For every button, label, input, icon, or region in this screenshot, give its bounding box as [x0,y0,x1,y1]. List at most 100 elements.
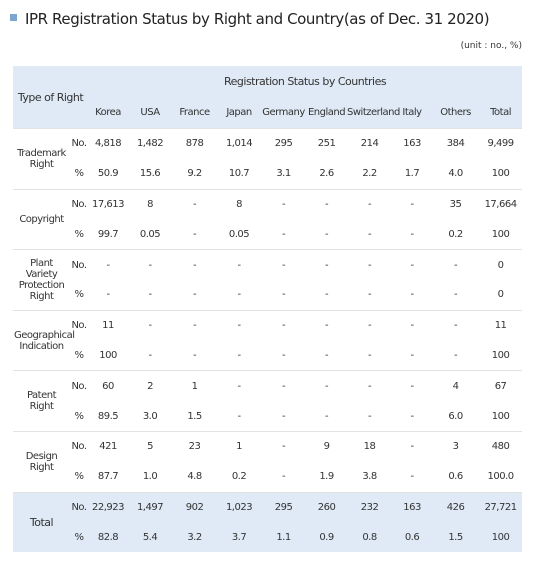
cell: 8 [128,188,173,220]
cell: 1,497 [128,491,173,523]
cell: 0.2 [231,471,247,483]
cell: - [217,249,262,280]
cell: - [367,410,372,422]
cell: - [261,188,307,220]
cell: 99.7 [97,228,119,240]
cell: 0 [479,249,523,280]
cell: 10.7 [228,168,250,180]
unit-cell: % [74,228,85,240]
unit-cell: No. [70,491,89,523]
cell: 0.6 [392,522,433,553]
cell: - [306,370,348,402]
cell: 9 [306,430,348,462]
cell: - [237,410,241,422]
table-row: Patent Right No. 60 2 1- - - - -4 67 [13,370,523,432]
cell: - [367,349,372,361]
title: IPR Registration Status by Right and Cou… [25,10,490,28]
cell: - [367,228,372,240]
table-row: % 87.7 1.0 4.8 0.2 - 1.9 3.8 - 0.6 100.0 [13,462,522,492]
cell: - [261,249,307,280]
cell: 3.7 [217,522,262,553]
cell: - [148,289,152,301]
cell: 0.9 [306,522,348,553]
cell: - [453,289,458,301]
cell: - [306,188,348,220]
cell: - [281,471,286,483]
cell: 251 [306,127,348,159]
cell: 50.9 [97,168,119,180]
cell: 1.5 [187,410,202,422]
cell: 0.6 [448,471,463,483]
cell: 1.9 [319,471,334,483]
cell: 2 [128,370,173,402]
cell: - [148,349,152,361]
unit-cell: No. [70,127,89,159]
cell: 1.5 [432,522,480,553]
cell: 384 [432,127,480,159]
cell: - [192,228,197,240]
unit-cell: % [74,471,85,483]
row-group-label: Total [13,491,70,553]
row-group-label: Copyright [13,188,70,250]
unit-note: (unit : no., %) [460,41,522,51]
cell: 3.1 [276,168,291,180]
cell: 3.2 [172,522,218,553]
row-group-label: Trademark Right [13,128,70,190]
column-header: Total [479,96,523,129]
cell: - [128,249,173,280]
unit-cell: % [70,522,89,553]
cell: - [281,289,286,301]
cell: 6.0 [448,410,463,422]
cell: - [453,349,458,361]
cell: - [347,188,393,220]
title-row: IPR Registration Status by Right and Cou… [10,10,490,28]
column-header: Italy [392,96,433,129]
cell: - [217,309,262,341]
cell: 100 [491,349,510,361]
cell: - [172,188,218,220]
corner-header: Type of Right [13,66,89,129]
cell: - [347,249,393,280]
cell: - [432,249,480,280]
unit-cell: No. [70,188,89,220]
cell: 17,664 [479,188,523,220]
cell: 1.7 [404,168,420,180]
cell: - [432,309,480,341]
cell: - [392,430,433,462]
cell: 9.2 [187,168,202,180]
column-header: France [172,96,218,129]
table-row: % 89.5 3.0 1.5 - - - - - 6.0 100 [13,401,522,431]
cell: - [192,289,197,301]
cell: - [128,309,173,341]
column-header: Japan [217,96,262,129]
unit-cell: No. [70,370,89,402]
cell: 100 [491,228,510,240]
cell: - [410,289,414,301]
cell: 18 [347,430,393,462]
cell: 89.5 [97,410,119,422]
group-header: Registration Status by Countries [88,66,523,96]
cell: 11 [479,309,523,341]
cell: 295 [261,491,307,523]
cell: 2.2 [362,168,377,180]
cell: - [347,309,393,341]
cell: 1.0 [142,471,158,483]
cell: 60 [88,370,129,402]
table-row: % 100 - - - - - - - - 100 [13,341,522,371]
table-row: Total No. 22,923 1,497 902 1,023 295 260 232 163 4… [13,491,523,553]
table-row: Copyright No. 17,613 8-8- - - -35 17,664 [13,188,523,250]
cell: 214 [347,127,393,159]
column-header: England [306,96,348,129]
cell: - [306,309,348,341]
cell: 8 [217,188,262,220]
row-group-label: Patent Right [13,370,70,432]
table-row: Plant Variety Protection Right No. - - - - - - -… [13,249,523,311]
cell: 9,499 [479,127,523,159]
table-row: Geographical Indication No. 11- - - - - - - -11 [13,309,523,371]
cell: 1.1 [261,522,307,553]
cell: 1,023 [217,491,262,523]
cell: 260 [306,491,348,523]
cell: 1,014 [217,127,262,159]
cell: 23 [172,430,218,462]
cell: 163 [392,491,433,523]
